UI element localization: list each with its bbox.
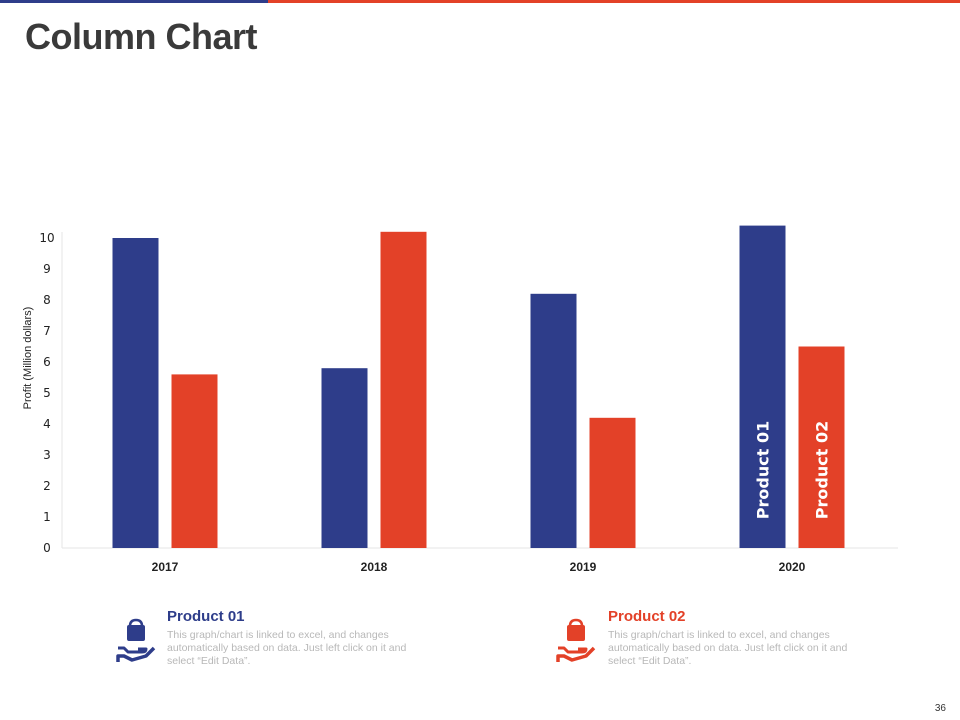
y-tick-label: 7 [43,324,51,338]
legend-description-product-01: This graph/chart is linked to excel, and… [167,629,407,667]
legend-product-02: Product 02 This graph/chart is linked to… [608,608,888,668]
x-tick-label: 2020 [779,560,806,574]
y-tick-label: 9 [43,262,51,276]
y-tick-label: 4 [43,417,51,431]
y-axis-title: Profit (Million dollars) [22,307,34,410]
bar-product-02-2019 [589,417,636,548]
y-tick-label: 0 [43,541,51,555]
y-tick-label: 1 [43,510,51,524]
page-number: 36 [934,703,946,714]
x-tick-label: 2018 [361,560,388,574]
bar-product-01-2018 [321,368,368,548]
legend-product-01: Product 01 This graph/chart is linked to… [167,608,447,668]
y-tick-label: 5 [43,386,51,400]
in-bar-label-product-02: Product 02 [813,421,832,519]
product-02-icon [556,618,596,667]
bar-product-02-2018 [380,231,427,549]
y-tick-label: 10 [39,231,54,245]
legend-title-product-01: Product 01 [167,608,245,625]
product-01-icon [116,618,156,667]
y-tick-label: 3 [43,448,51,462]
bar-product-01-2019 [530,293,577,548]
y-tick-label: 6 [43,355,51,369]
column-chart: 0 1 2 3 4 5 6 7 8 9 10 Profit (Million dollars) 201… [22,225,898,574]
x-tick-label: 2019 [570,560,597,574]
bar-product-01-2020 [739,225,786,548]
legend-title-product-02: Product 02 [608,608,686,625]
in-bar-label-product-01: Product 01 [754,421,773,519]
top-accent-bar-red [268,0,960,3]
bar-product-02-2017 [171,374,218,548]
y-tick-label: 2 [43,479,51,493]
legend-description-product-02: This graph/chart is linked to excel, and… [608,629,848,667]
x-tick-label: 2017 [152,560,179,574]
y-tick-label: 8 [43,293,51,307]
bar-product-01-2017 [112,238,159,548]
top-accent-bar-blue [0,0,268,3]
bar-product-02-2020 [798,346,845,548]
page-title: Column Chart [25,16,258,57]
